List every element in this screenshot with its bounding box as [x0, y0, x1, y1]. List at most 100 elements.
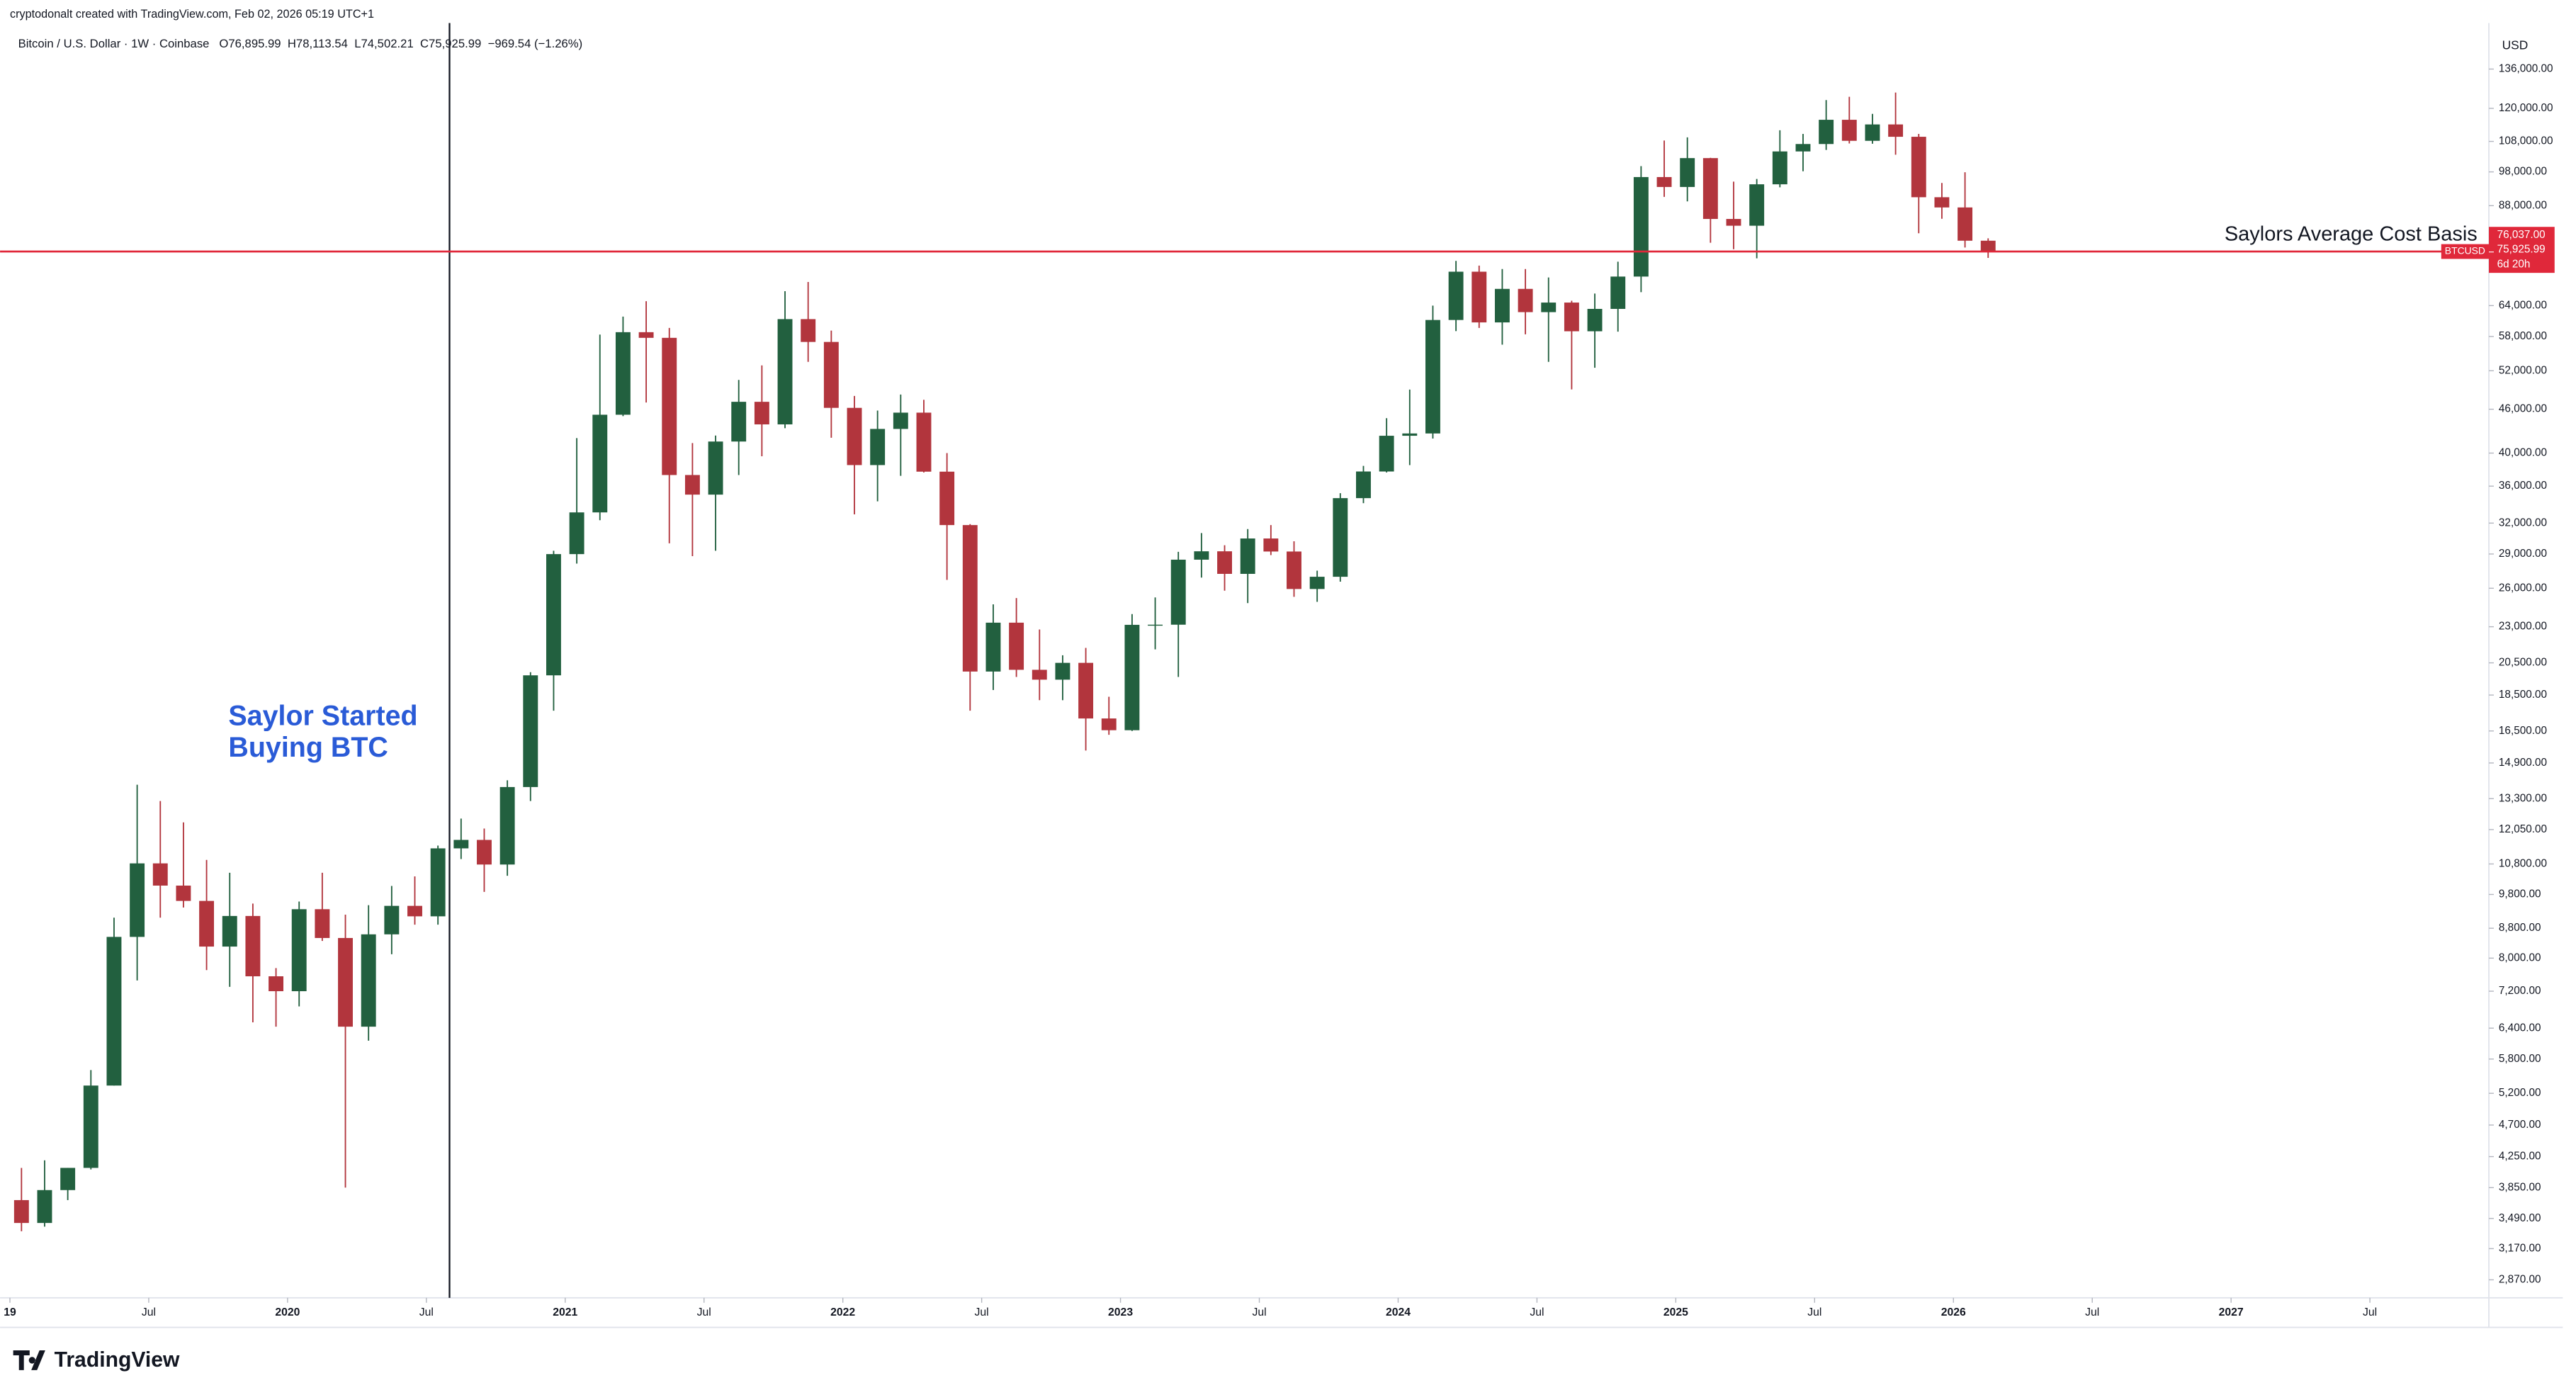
candle-body	[37, 1190, 52, 1224]
candle-body	[1055, 662, 1070, 680]
candle-body	[1309, 577, 1325, 589]
candle-body	[222, 915, 237, 947]
y-tick-label: 7,200.00	[2499, 985, 2541, 997]
y-tick-label: 3,490.00	[2499, 1212, 2541, 1224]
header-ohlc: O76,895.99	[219, 37, 281, 50]
candle-body	[1078, 662, 1094, 719]
header-ohlc: C75,925.99	[420, 37, 481, 50]
y-tick-label: 120,000.00	[2499, 102, 2553, 114]
candle-body	[523, 675, 538, 787]
candle-body	[823, 341, 839, 408]
x-tick-label: 2027	[2219, 1306, 2244, 1318]
candle-body	[1170, 559, 1186, 625]
candle-body	[777, 319, 793, 425]
candle-body	[60, 1168, 76, 1190]
price-tag-label: 76,037.00	[2497, 229, 2546, 241]
candle-body	[1865, 124, 1880, 141]
y-tick-label: 3,850.00	[2499, 1181, 2541, 1193]
symbol-tag	[2441, 244, 2490, 259]
y-tick-label: 26,000.00	[2499, 582, 2547, 594]
candle-body	[176, 886, 191, 901]
x-tick-label: Jul	[975, 1306, 989, 1318]
header-ohlc: L74,502.21	[354, 37, 414, 50]
logo-mark	[13, 1350, 45, 1370]
candle-body	[315, 909, 330, 938]
attribution: cryptodonalt created with TradingView.co…	[10, 8, 374, 21]
candle-body	[1819, 120, 1834, 145]
candle-body	[499, 786, 515, 865]
x-tick-label: 2026	[1941, 1306, 1966, 1318]
candle-body	[152, 863, 168, 886]
y-tick-label: 9,800.00	[2499, 888, 2541, 900]
y-tick-label: 3,170.00	[2499, 1242, 2541, 1254]
y-tick-label: 136,000.00	[2499, 63, 2553, 75]
y-tick-label: 108,000.00	[2499, 135, 2553, 147]
candle-body	[1680, 158, 1695, 187]
y-tick-label: 18,500.00	[2499, 689, 2547, 701]
y-tick-label: 2,870.00	[2499, 1273, 2541, 1285]
candle-body	[1032, 670, 1047, 680]
last-price-label: 75,925.99	[2497, 244, 2546, 256]
y-tick-label: 5,200.00	[2499, 1087, 2541, 1099]
y-tick-label: 98,000.00	[2499, 166, 2547, 178]
x-tick-label: Jul	[2085, 1306, 2099, 1318]
candle-body	[1726, 219, 1741, 226]
candle-body	[962, 525, 978, 672]
candle-body	[1841, 120, 1857, 141]
candle-body	[1217, 551, 1232, 575]
y-tick-label: 4,250.00	[2499, 1151, 2541, 1163]
y-tick-label: 88,000.00	[2499, 199, 2547, 211]
y-tick-label: 20,500.00	[2499, 657, 2547, 669]
candle-body	[1958, 207, 1973, 241]
candle-body	[708, 441, 723, 495]
x-tick-label: Jul	[1807, 1306, 1821, 1318]
y-tick-label: 46,000.00	[2499, 403, 2547, 415]
candle-body	[1980, 240, 1996, 252]
candle-body	[291, 909, 307, 992]
y-tick-label: 14,900.00	[2499, 757, 2547, 769]
candle-body	[130, 863, 145, 937]
brand-name: TradingView	[55, 1348, 180, 1372]
candle-body	[985, 622, 1001, 672]
candle-body	[1772, 151, 1787, 185]
y-tick-label: 8,000.00	[2499, 951, 2541, 964]
candle-body	[245, 915, 261, 977]
candle-body	[1494, 288, 1510, 323]
candle-body	[1287, 551, 1301, 589]
candle-body	[106, 937, 122, 1086]
y-tick-label: 29,000.00	[2499, 548, 2547, 560]
annotation-text: Saylor Started	[228, 701, 417, 732]
header-ohlc: −969.54 (−1.26%)	[488, 37, 583, 50]
candle-body	[546, 554, 561, 676]
candle-body	[1795, 144, 1811, 152]
candle-body	[1610, 276, 1626, 309]
x-tick-label: 2020	[275, 1306, 300, 1318]
candle-body	[1148, 624, 1163, 626]
candle-body	[939, 471, 955, 526]
candle-body	[1541, 303, 1557, 312]
candle-body	[384, 905, 400, 934]
x-tick-label: Jul	[1252, 1306, 1266, 1318]
candle-body	[430, 848, 446, 917]
y-tick-label: 58,000.00	[2499, 330, 2547, 342]
candle-body	[1888, 124, 1904, 137]
candle-body	[1194, 551, 1209, 560]
candle-body	[453, 840, 469, 849]
candle-body	[870, 429, 886, 465]
y-tick-label: 4,700.00	[2499, 1119, 2541, 1131]
x-tick-label: Jul	[419, 1306, 434, 1318]
x-tick-label: Jul	[2363, 1306, 2377, 1318]
candle-body	[847, 407, 862, 465]
annotation-text: Buying BTC	[228, 732, 388, 763]
candle-body	[83, 1085, 98, 1168]
x-tick-label: 19	[4, 1306, 16, 1318]
candle-body	[1518, 288, 1533, 312]
candle-body	[1101, 718, 1117, 730]
y-tick-label: 52,000.00	[2499, 364, 2547, 376]
y-tick-label: 13,300.00	[2499, 792, 2547, 804]
y-tick-label: 16,500.00	[2499, 725, 2547, 737]
candle-body	[1009, 622, 1024, 670]
countdown: 6d 20h	[2497, 259, 2531, 271]
